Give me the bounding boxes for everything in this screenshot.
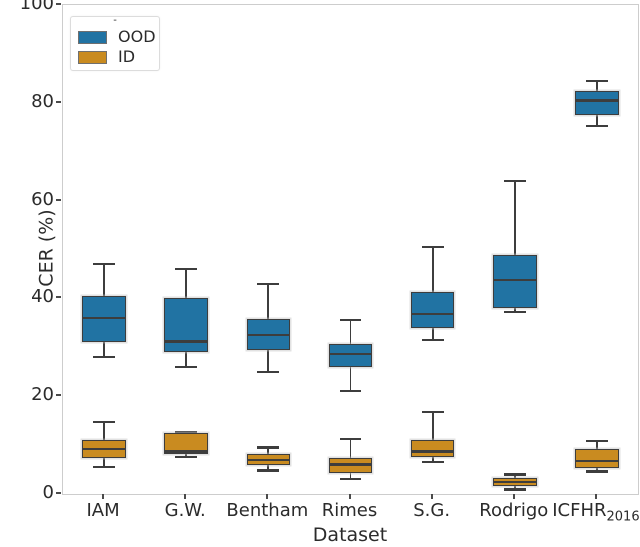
box-ood-rodrigo — [493, 255, 537, 309]
y-tick-label: 40 — [31, 286, 54, 308]
median-id-sg — [410, 450, 455, 453]
x-tick-mark — [184, 494, 187, 499]
whisker-cap-low-ood-iam — [93, 355, 115, 359]
x-tick-label: IAM — [86, 500, 120, 521]
whisker-cap-high-id-sg — [421, 410, 444, 413]
whisker-cap-high-id-rodrigo — [503, 473, 526, 476]
median-id-bentham — [246, 458, 291, 461]
x-tick-label: Rodrigo — [479, 500, 549, 521]
whisker-cap-low-id-iam — [93, 466, 115, 469]
legend-title: - — [113, 15, 117, 26]
whisker-cap-high-id-gw — [175, 431, 198, 434]
whisker-cap-low-id-gw — [175, 455, 198, 458]
x-tick-label-subscript: 2016 — [606, 509, 640, 525]
x-tick-mark — [430, 494, 433, 499]
median-ood-sg — [410, 312, 455, 316]
x-tick-label: S.G. — [413, 500, 451, 521]
whisker-cap-high-id-rimes — [339, 437, 362, 440]
box-id-icfhr — [575, 449, 619, 469]
whisker-cap-low-id-bentham — [257, 469, 280, 472]
whisker-cap-low-id-rodrigo — [503, 488, 526, 491]
median-ood-bentham — [246, 333, 291, 337]
whisker-cap-low-id-icfhr — [586, 470, 608, 473]
x-tick-mark — [102, 494, 105, 499]
legend-swatch-id — [78, 50, 107, 64]
y-tick-mark — [56, 198, 61, 201]
y-tick-mark — [56, 296, 61, 299]
legend: - OOD ID — [70, 15, 160, 71]
median-id-iam — [82, 447, 126, 451]
y-tick-label: 0 — [42, 482, 54, 503]
whisker-cap-high-ood-icfhr — [586, 79, 608, 82]
y-tick-label: 100 — [19, 0, 54, 14]
x-axis-label: Dataset — [312, 524, 388, 546]
legend-label-id: ID — [118, 47, 136, 66]
y-tick-mark — [56, 394, 61, 397]
box-ood-gw — [164, 298, 208, 353]
median-ood-gw — [164, 340, 208, 343]
box-ood-iam — [82, 295, 126, 343]
legend-swatch-ood — [78, 30, 107, 44]
median-id-gw — [164, 450, 208, 453]
legend-label-ood: OOD — [118, 27, 156, 46]
y-tick-label: 80 — [31, 90, 54, 112]
plot-area — [62, 4, 639, 495]
x-tick-label: ICFHR2016 — [552, 500, 640, 525]
whisker-cap-low-ood-bentham — [257, 370, 280, 373]
box-id-gw — [164, 432, 208, 454]
whisker-id-sg — [431, 411, 434, 462]
whisker-cap-low-ood-gw — [175, 365, 198, 368]
legend-entry-ood: OOD — [78, 29, 156, 45]
whisker-cap-low-id-rimes — [339, 478, 362, 481]
median-ood-rimes — [328, 352, 373, 356]
whisker-cap-high-ood-bentham — [257, 282, 280, 285]
y-axis-label: CER (%) — [35, 209, 58, 287]
x-tick-mark — [266, 494, 269, 499]
whisker-cap-high-id-icfhr — [586, 439, 608, 442]
y-tick-mark — [56, 492, 61, 494]
whisker-cap-high-ood-iam — [93, 263, 115, 266]
y-tick-mark — [56, 100, 61, 103]
median-id-rodrigo — [493, 481, 537, 484]
whisker-ood-rodrigo — [513, 181, 516, 313]
x-tick-mark — [594, 494, 597, 499]
x-tick-mark — [512, 494, 515, 499]
median-id-rimes — [328, 463, 373, 466]
x-tick-label: Rimes — [321, 500, 378, 521]
box-id-sg — [410, 440, 455, 458]
median-ood-rodrigo — [493, 278, 537, 281]
whisker-cap-low-id-sg — [421, 460, 444, 463]
box-ood-rimes — [328, 344, 373, 367]
x-tick-label: G.W. — [164, 500, 206, 521]
legend-entry-id: ID — [78, 49, 135, 65]
box-ood-icfhr — [575, 90, 619, 115]
x-tick-label: Bentham — [226, 500, 309, 521]
whisker-cap-high-ood-sg — [421, 245, 444, 249]
y-tick-mark — [56, 3, 61, 5]
y-tick-label: 60 — [31, 188, 54, 210]
whisker-cap-high-ood-rimes — [339, 319, 362, 322]
median-id-icfhr — [575, 459, 619, 462]
whisker-cap-high-ood-gw — [175, 267, 198, 271]
x-tick-mark — [348, 494, 351, 499]
whisker-cap-high-id-bentham — [257, 446, 280, 449]
median-ood-icfhr — [575, 99, 619, 102]
whisker-cap-low-ood-sg — [421, 338, 444, 342]
whisker-cap-low-ood-rodrigo — [503, 310, 526, 314]
whisker-cap-high-id-iam — [93, 420, 115, 423]
whisker-cap-low-ood-icfhr — [586, 124, 608, 127]
box-ood-sg — [410, 292, 455, 328]
y-tick-label: 20 — [31, 384, 54, 406]
median-ood-iam — [82, 316, 126, 320]
whisker-cap-high-ood-rodrigo — [503, 179, 526, 183]
whisker-cap-low-ood-rimes — [339, 390, 362, 393]
